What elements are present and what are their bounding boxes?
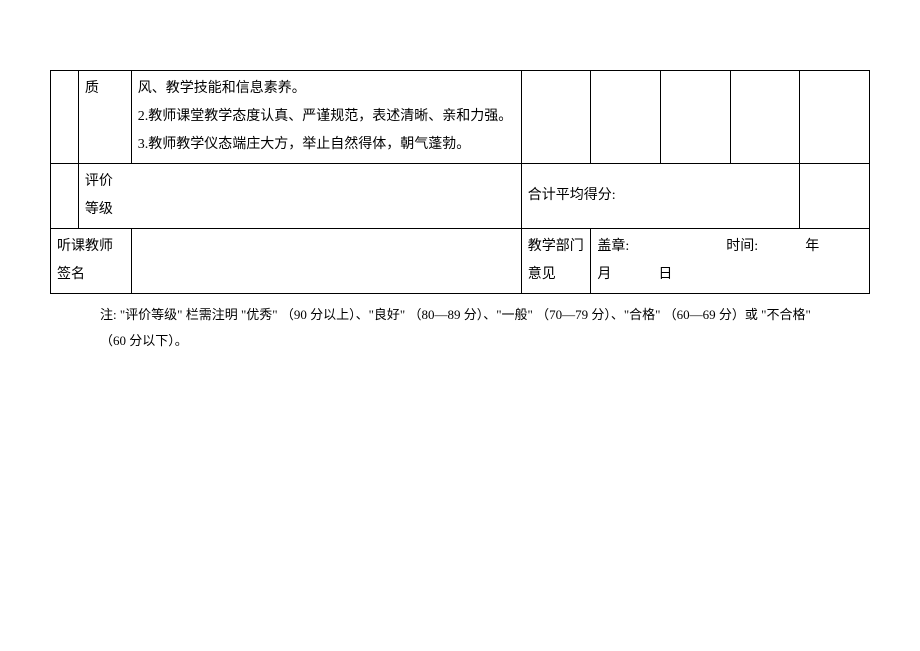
cell-dept-opinion: 教学部门意见 [521, 229, 591, 294]
avg-score-label: 合计平均得分: [528, 188, 616, 203]
footnote: 注: "评价等级" 栏需注明 "优秀" （90 分以上）、"良好" （80—89… [50, 302, 870, 354]
cell-blank-left-2 [51, 164, 79, 229]
cell-score-2 [591, 71, 661, 164]
desc-line-1: 风、教学技能和信息素养。 [138, 75, 515, 103]
teacher-sign-label: 听课教师签名 [57, 239, 113, 282]
table-row-signature: 听课教师签名 教学部门意见 盖章: 时间: 年 月 日 [51, 229, 870, 294]
cell-score-1 [521, 71, 591, 164]
cell-blank-left [51, 71, 79, 164]
dept-opinion-label: 教学部门意见 [528, 239, 584, 282]
stamp-label: 盖章: [597, 239, 629, 254]
cell-score-4 [730, 71, 800, 164]
cell-stamp-time: 盖章: 时间: 年 月 日 [591, 229, 870, 294]
table-row-grade: 评价等级 合计平均得分: [51, 164, 870, 229]
grade-label-text: 评价等级 [85, 168, 123, 224]
table-row-quality: 质 风、教学技能和信息素养。 2.教师课堂教学态度认真、严谨规范，表述清晰、亲和… [51, 71, 870, 164]
cell-score-5 [800, 71, 870, 164]
desc-line-3: 3.教师教学仪态端庄大方，举止自然得体，朝气蓬勃。 [138, 131, 515, 159]
cell-teacher-sign: 听课教师签名 [51, 229, 132, 294]
cell-sign-blank [131, 229, 521, 294]
cell-quality-desc: 风、教学技能和信息素养。 2.教师课堂教学态度认真、严谨规范，表述清晰、亲和力强… [131, 71, 521, 164]
cell-avg-score: 合计平均得分: [521, 164, 800, 229]
day-label: 日 [658, 267, 672, 282]
cell-quality-label: 质 [78, 71, 131, 164]
cell-avg-score-blank [800, 164, 870, 229]
cell-score-3 [661, 71, 731, 164]
evaluation-table: 质 风、教学技能和信息素养。 2.教师课堂教学态度认真、严谨规范，表述清晰、亲和… [50, 70, 870, 294]
time-label: 时间: [726, 239, 758, 254]
year-label: 年 [805, 239, 819, 254]
cell-grade-label: 评价等级 [78, 164, 521, 229]
desc-line-2: 2.教师课堂教学态度认真、严谨规范，表述清晰、亲和力强。 [138, 103, 515, 131]
month-label: 月 [597, 267, 611, 282]
